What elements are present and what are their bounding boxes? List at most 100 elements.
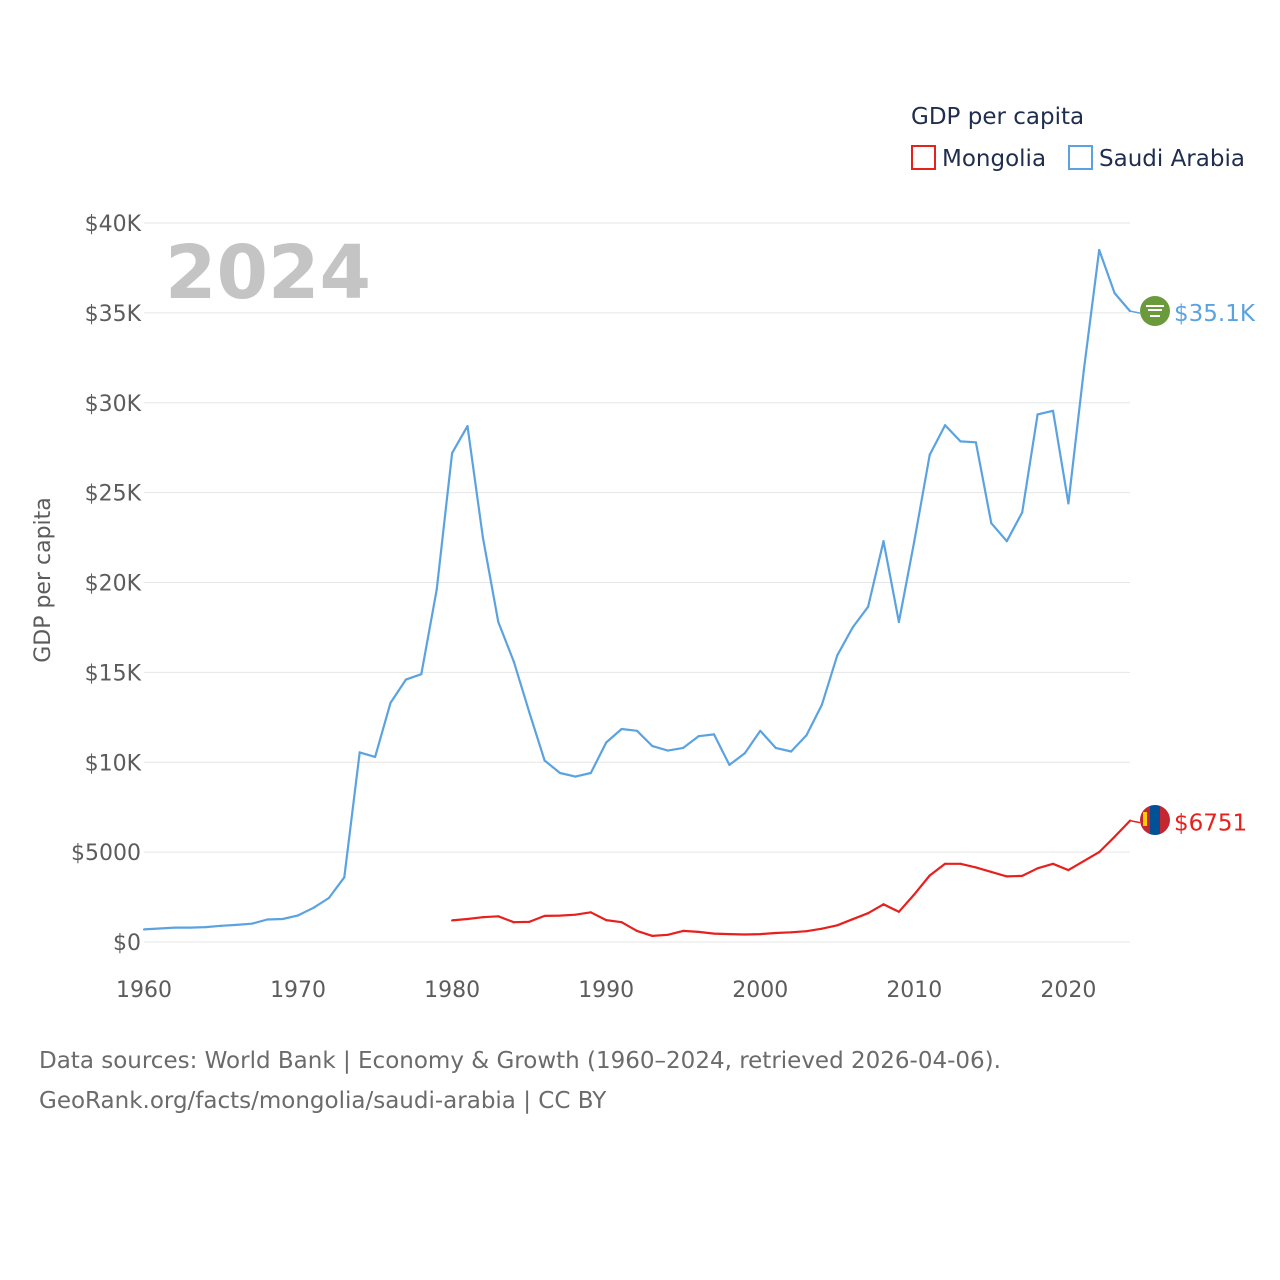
data-point-saudi-arabia: [404, 678, 408, 681]
data-point-mongolia: [635, 929, 639, 932]
data-point-saudi-arabia: [451, 451, 454, 455]
data-point-mongolia: [789, 931, 793, 934]
legend-label-mongolia[interactable]: Mongolia: [942, 146, 1046, 172]
end-connector-mongolia: [1129, 819, 1141, 824]
data-point-saudi-arabia: [1021, 511, 1024, 514]
data-point-saudi-arabia: [481, 536, 485, 539]
data-point-saudi-arabia: [897, 620, 901, 624]
data-point-saudi-arabia: [312, 906, 315, 909]
source-line-2[interactable]: GeoRank.org/facts/mongolia/saudi-arabia …: [39, 1088, 607, 1114]
data-point-mongolia: [451, 919, 454, 922]
data-point-mongolia: [1067, 869, 1070, 872]
data-point-mongolia: [1051, 862, 1055, 865]
data-point-saudi-arabia: [343, 876, 346, 879]
data-point-mongolia: [897, 910, 901, 913]
y-tick-label: $20K: [85, 572, 142, 597]
data-point-mongolia: [990, 870, 993, 873]
data-point-mongolia: [497, 915, 500, 918]
data-point-saudi-arabia: [543, 759, 546, 762]
x-tick-label: 2010: [886, 978, 942, 1003]
data-point-mongolia: [805, 930, 808, 933]
data-point-saudi-arabia: [373, 755, 377, 758]
y-tick-label: $40K: [85, 212, 142, 237]
data-point-mongolia: [1021, 874, 1024, 877]
data-point-mongolia: [836, 924, 839, 927]
legend: GDP per capita Mongolia Saudi Arabia: [911, 104, 1245, 172]
source-line-1: Data sources: World Bank | Economy & Gro…: [39, 1048, 1001, 1074]
data-point-saudi-arabia: [620, 727, 623, 731]
data-point-saudi-arabia: [605, 741, 608, 744]
x-tick-label: 1960: [116, 978, 172, 1003]
data-point-saudi-arabia: [697, 735, 700, 738]
legend-swatch-saudi-arabia[interactable]: [1068, 145, 1093, 170]
x-axis-ticks: 1960 1970 1980 1990 2000 2010 2020: [116, 978, 1096, 1003]
data-point-saudi-arabia: [651, 744, 654, 748]
data-point-mongolia: [466, 917, 469, 921]
y-axis-ticks: $0 $5000 $10K $15K $20K $25K $30K $35K $40K: [71, 212, 142, 956]
data-point-saudi-arabia: [235, 923, 238, 927]
data-point-mongolia: [728, 932, 731, 936]
data-point-mongolia: [682, 929, 685, 932]
data-point-saudi-arabia: [1051, 409, 1055, 412]
data-point-mongolia: [928, 874, 931, 877]
data-point-saudi-arabia: [512, 660, 515, 663]
data-point-saudi-arabia: [189, 926, 192, 929]
x-tick-label: 1990: [578, 978, 634, 1003]
data-point-saudi-arabia: [728, 763, 731, 767]
data-point-saudi-arabia: [974, 441, 978, 444]
data-point-saudi-arabia: [1005, 540, 1008, 543]
data-point-saudi-arabia: [158, 927, 161, 930]
data-point-saudi-arabia: [774, 746, 777, 749]
data-point-saudi-arabia: [435, 588, 438, 591]
data-point-mongolia: [481, 916, 485, 919]
series-line-saudi-arabia[interactable]: [143, 248, 1131, 931]
data-point-saudi-arabia: [851, 626, 854, 629]
data-point-saudi-arabia: [805, 734, 808, 737]
data-point-saudi-arabia: [635, 729, 639, 732]
data-point-mongolia: [512, 921, 515, 924]
data-point-saudi-arabia: [204, 925, 207, 929]
data-point-mongolia: [944, 862, 947, 865]
data-point-mongolia: [528, 920, 531, 923]
data-point-saudi-arabia: [759, 729, 762, 732]
data-point-mongolia: [620, 921, 623, 924]
data-point-saudi-arabia: [358, 751, 361, 754]
data-point-saudi-arabia: [1036, 413, 1039, 416]
y-tick-label: $15K: [85, 661, 142, 686]
gridlines: [144, 222, 1130, 943]
data-point-saudi-arabia: [666, 749, 669, 752]
data-point-mongolia: [774, 931, 777, 935]
data-point-mongolia: [882, 903, 885, 906]
y-axis-label: GDP per capita: [31, 497, 56, 663]
data-point-saudi-arabia: [281, 917, 284, 921]
data-point-mongolia: [974, 866, 978, 869]
y-tick-label: $35K: [85, 302, 142, 327]
y-tick-label: $30K: [85, 392, 142, 417]
end-label-mongolia: $6751: [1174, 811, 1247, 837]
data-point-saudi-arabia: [266, 918, 269, 921]
data-point-mongolia: [866, 912, 870, 915]
data-point-mongolia: [913, 893, 916, 896]
series-line-mongolia[interactable]: [452, 819, 1131, 938]
legend-label-saudi-arabia[interactable]: Saudi Arabia: [1099, 146, 1245, 172]
end-label-saudi-arabia: $35.1K: [1174, 301, 1256, 327]
data-point-saudi-arabia: [420, 673, 423, 676]
mongolia-flag-icon: [1140, 805, 1170, 835]
data-point-mongolia: [1098, 851, 1101, 854]
year-watermark: 2024: [165, 230, 371, 316]
data-point-saudi-arabia: [589, 771, 592, 775]
data-point-mongolia: [558, 914, 562, 917]
data-point-saudi-arabia: [142, 928, 146, 931]
legend-swatch-mongolia[interactable]: [911, 145, 936, 170]
data-point-saudi-arabia: [913, 540, 916, 543]
y-tick-label: $5000: [71, 841, 141, 866]
data-point-mongolia: [543, 914, 546, 918]
data-point-saudi-arabia: [682, 746, 685, 749]
data-point-saudi-arabia: [466, 425, 469, 428]
data-point-saudi-arabia: [820, 703, 823, 706]
data-point-saudi-arabia: [990, 522, 993, 525]
saudi-arabia-flag-icon: [1140, 296, 1170, 326]
data-point-mongolia: [697, 930, 700, 934]
data-point-saudi-arabia: [219, 924, 223, 927]
